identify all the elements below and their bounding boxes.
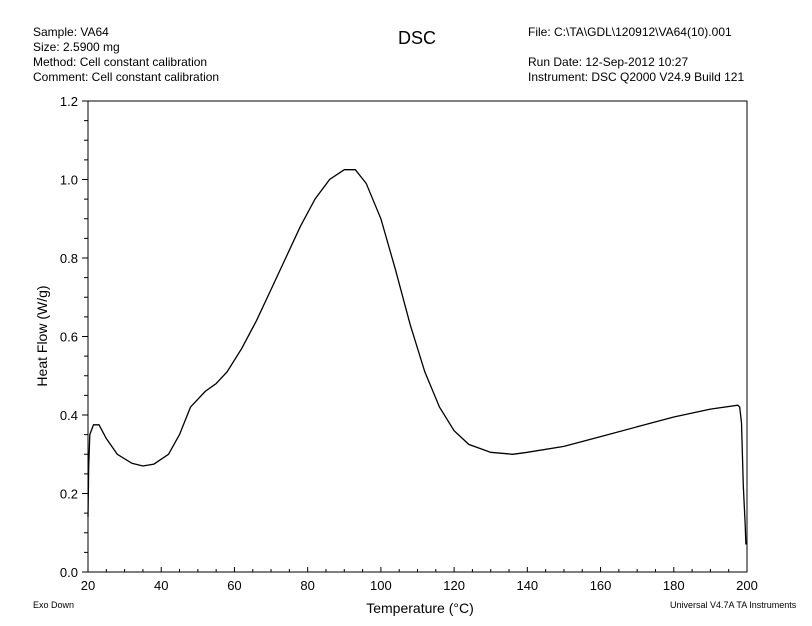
file-label: File: C:\TA\GDL\120912\VA64(10).001: [528, 25, 732, 39]
y-tick-label: 0.8: [60, 251, 78, 266]
x-axis-label: Temperature (°C): [366, 600, 474, 616]
x-tick-label: 120: [443, 578, 465, 593]
y-tick-label: 1.0: [60, 173, 78, 188]
software-label: Universal V4.7A TA Instruments: [670, 600, 797, 610]
heat-flow-line: [87, 169, 747, 545]
plot-frame: [87, 100, 748, 573]
y-tick-label: 1.2: [60, 94, 78, 109]
run-date-label: Run Date: 12-Sep-2012 10:27: [528, 55, 689, 69]
size-label: Size: 2.5900 mg: [33, 40, 120, 54]
y-tick-label: 0.0: [60, 565, 78, 580]
y-tick-label: 0.4: [60, 408, 78, 423]
sample-info: Sample: VA64 Size: 2.5900 mg Method: Cel…: [33, 25, 219, 85]
x-tick-label: 200: [736, 578, 758, 593]
y-axis-label: Heat Flow (W/g): [34, 285, 50, 386]
exo-down-label: Exo Down: [33, 600, 75, 610]
chart-title: DSC: [398, 28, 437, 48]
x-tick-label: 20: [81, 578, 95, 593]
comment-label: Comment: Cell constant calibration: [33, 70, 220, 84]
x-tick-label: 100: [370, 578, 392, 593]
x-tick-label: 180: [663, 578, 685, 593]
y-tick-label: 0.2: [60, 487, 78, 502]
sample-label: Sample: VA64: [33, 25, 109, 39]
x-tick-label: 160: [590, 578, 612, 593]
x-tick-label: 80: [300, 578, 314, 593]
y-tick-label: 0.6: [60, 330, 78, 345]
instrument-label: Instrument: DSC Q2000 V24.9 Build 121: [528, 70, 745, 84]
x-tick-label: 140: [516, 578, 538, 593]
run-info: File: C:\TA\GDL\120912\VA64(10).001 Run …: [528, 25, 744, 85]
x-tick-label: 60: [227, 578, 241, 593]
x-tick-label: 40: [154, 578, 168, 593]
method-label: Method: Cell constant calibration: [33, 55, 208, 69]
